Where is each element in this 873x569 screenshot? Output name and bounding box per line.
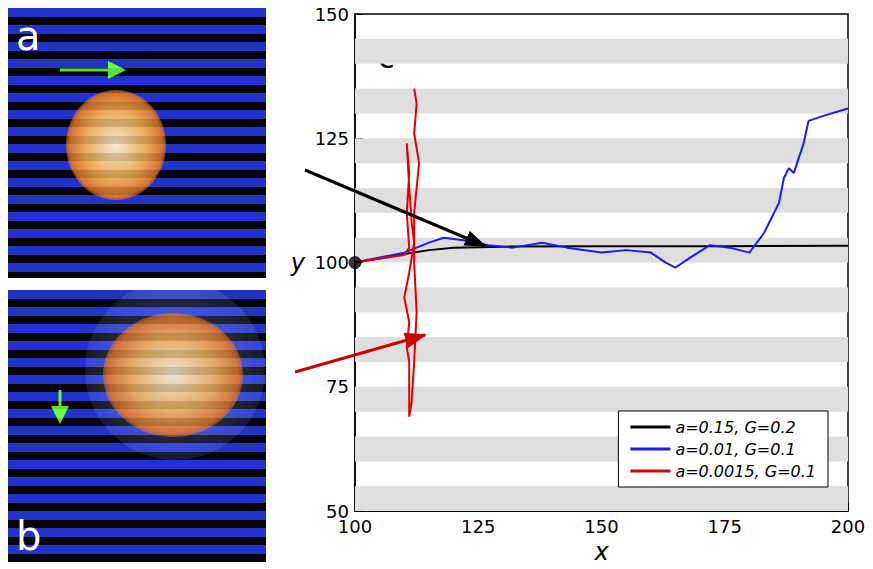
svg-text:75: 75	[326, 376, 349, 397]
svg-text:200: 200	[831, 516, 865, 537]
svg-text:x: x	[593, 538, 609, 566]
svg-text:b: b	[16, 513, 41, 559]
svg-text:50: 50	[326, 500, 349, 522]
svg-text:150: 150	[315, 4, 349, 25]
svg-text:y: y	[290, 249, 306, 277]
svg-text:125: 125	[315, 128, 349, 149]
svg-text:125: 125	[461, 516, 495, 537]
svg-text:a=0.01, G=0.1: a=0.01, G=0.1	[675, 440, 795, 459]
svg-text:a=0.15, G=0.2: a=0.15, G=0.2	[675, 418, 795, 437]
svg-text:150: 150	[584, 516, 618, 537]
svg-text:100: 100	[315, 252, 349, 273]
svg-text:100: 100	[338, 516, 372, 537]
svg-text:a: a	[16, 13, 41, 59]
svg-text:a=0.0015, G=0.1: a=0.0015, G=0.1	[675, 462, 816, 481]
svg-text:175: 175	[708, 516, 742, 537]
